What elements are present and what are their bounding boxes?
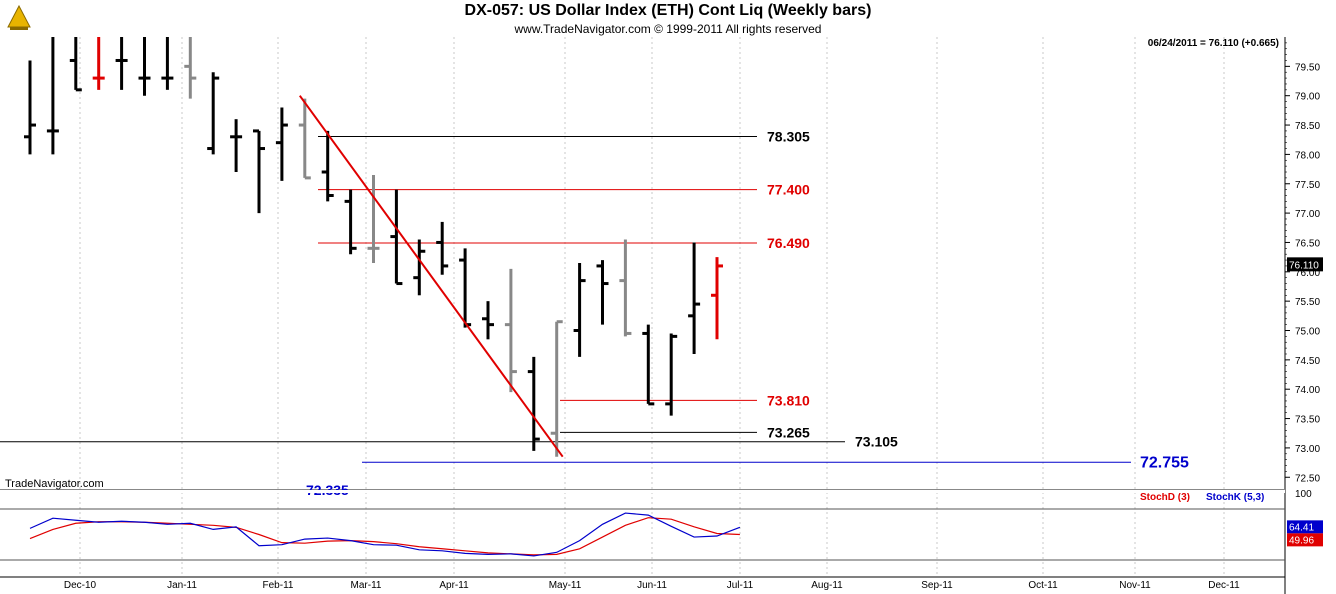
level-label: 73.810	[767, 392, 810, 408]
last-close-info: 06/24/2011 = 76.110 (+0.665)	[1148, 38, 1279, 49]
copyright-text: www.TradeNavigator.com © 1999-2011 All r…	[514, 22, 822, 36]
y-tick-label: 75.50	[1295, 297, 1320, 308]
chart-grid	[79, 37, 1225, 577]
stochk-legend: StochK (5,3)	[1206, 492, 1264, 503]
stochd-value-box	[1287, 533, 1323, 547]
y-tick-label: 79.00	[1295, 92, 1320, 103]
y-tick-label: 74.50	[1295, 356, 1320, 367]
stochk-value-box	[1287, 520, 1323, 534]
stoch-axis-label: 100	[1295, 489, 1312, 500]
chart-title: DX-057: US Dollar Index (ETH) Cont Liq (…	[464, 2, 872, 19]
y-tick-label: 78.50	[1295, 121, 1320, 132]
y-axis: 79.50 79.00 78.50 78.00 77.50 77.00 76.50 76.00…	[1284, 37, 1320, 594]
level-label: 73.105	[855, 434, 898, 450]
y-tick-label: 77.00	[1295, 209, 1320, 220]
y-tick-label: 76.50	[1295, 238, 1320, 249]
level-label: 78.305	[767, 128, 810, 144]
level-label: 72.755	[1140, 454, 1189, 471]
price-chart: 78.305 77.400 76.490 73.810 73.265 73.105 72.7…	[0, 37, 1323, 594]
x-tick-label: Mar-11	[351, 580, 382, 591]
x-tick-label: Dec-10	[64, 580, 97, 591]
y-tick-label: 73.00	[1295, 444, 1320, 455]
trendline	[298, 95, 564, 458]
y-tick-label: 74.00	[1295, 385, 1320, 396]
x-tick-label: Oct-11	[1028, 580, 1058, 591]
stochk-line	[29, 512, 741, 557]
stochd-legend: StochD (3)	[1140, 492, 1190, 503]
tradenavigator-logo-icon	[7, 4, 31, 30]
x-tick-label: Feb-11	[263, 580, 294, 591]
level-label: 77.400	[767, 182, 810, 198]
chart-header: DX-057: US Dollar Index (ETH) Cont Liq (…	[0, 0, 1336, 37]
x-axis: Dec-10 Jan-11 Feb-11 Mar-11 Apr-11 May-11 Jun-…	[0, 576, 1285, 591]
support-resistance-levels: 78.305 77.400 76.490 73.810 73.265 73.105 72.7…	[0, 128, 1189, 471]
stochastic-panel: 100 StochD (3) StochK (5,3) 64.41 49.96	[0, 489, 1323, 561]
level-label: 73.265	[767, 424, 810, 440]
x-tick-label: Dec-11	[1208, 580, 1240, 591]
panel-divider-mask	[0, 490, 1285, 493]
x-tick-label: Aug-11	[811, 580, 843, 591]
level-label: 76.490	[767, 235, 810, 251]
y-tick-label: 75.00	[1295, 327, 1320, 338]
last-price-box	[1287, 257, 1323, 272]
y-tick-label: 72.50	[1295, 473, 1320, 484]
y-tick-label: 76.00	[1295, 268, 1320, 279]
last-price-label: 76.110	[1289, 260, 1319, 271]
x-tick-label: Jan-11	[167, 580, 197, 591]
downtrend-line	[298, 95, 564, 458]
ohlc-bars	[24, 37, 723, 457]
stochk-value-label: 64.41	[1289, 522, 1314, 533]
stochd-value-label: 49.96	[1289, 535, 1314, 546]
x-tick-label: Apr-11	[439, 580, 469, 591]
x-tick-label: Jun-11	[637, 580, 667, 591]
watermark-text: TradeNavigator.com	[5, 478, 104, 490]
x-tick-label: Nov-11	[1119, 580, 1151, 591]
y-tick-label: 79.50	[1295, 62, 1320, 73]
x-tick-label: May-11	[549, 580, 582, 591]
y-tick-label: 77.50	[1295, 180, 1320, 191]
panel-divider	[0, 489, 1285, 490]
y-tick-label: 73.50	[1295, 415, 1320, 426]
stochd-line	[29, 517, 740, 556]
chart-annotations: 06/24/2011 = 76.110 (+0.665) 76.110 TradeN…	[0, 38, 1323, 498]
x-tick-label: Sep-11	[921, 580, 953, 591]
y-tick-label: 78.00	[1295, 150, 1320, 161]
x-tick-label: Jul-11	[727, 580, 754, 591]
